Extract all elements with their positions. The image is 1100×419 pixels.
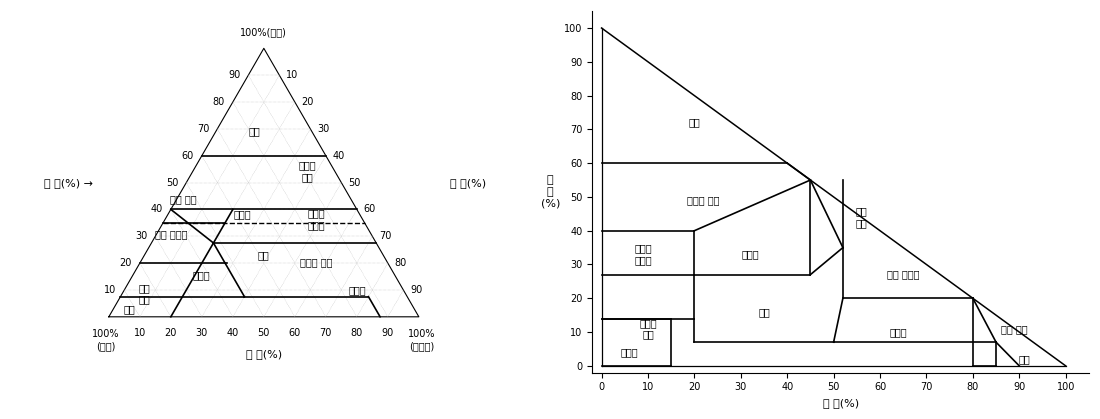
Text: 식양토: 식양토 xyxy=(233,210,251,220)
Text: 100%(식토): 100%(식토) xyxy=(241,28,287,37)
Text: 식양토: 식양토 xyxy=(741,249,759,259)
Text: 100%
(사토): 100% (사토) xyxy=(92,329,120,351)
Text: 60: 60 xyxy=(182,151,194,161)
Text: 사양토: 사양토 xyxy=(890,327,908,337)
Text: 미사질 양토: 미사질 양토 xyxy=(300,258,333,268)
Text: 40: 40 xyxy=(151,204,163,215)
Text: 미 사(%): 미 사(%) xyxy=(450,178,486,189)
Text: 30: 30 xyxy=(196,328,208,338)
Text: 10: 10 xyxy=(134,328,146,338)
Text: 60: 60 xyxy=(364,204,376,215)
Text: 30: 30 xyxy=(135,231,147,241)
Text: 양질
사토: 양질 사토 xyxy=(139,283,151,304)
Text: 70: 70 xyxy=(320,328,332,338)
Y-axis label: 점
토
(%): 점 토 (%) xyxy=(540,175,560,209)
Text: 사질 식토: 사질 식토 xyxy=(169,194,197,204)
Text: 식토: 식토 xyxy=(249,126,261,136)
Text: 90: 90 xyxy=(229,70,241,80)
Text: 사질 식양토: 사질 식양토 xyxy=(887,270,920,279)
Text: 미사질 식토: 미사질 식토 xyxy=(688,195,719,205)
Text: 사토: 사토 xyxy=(123,304,135,314)
Text: 모 래(%): 모 래(%) xyxy=(245,349,282,359)
Text: 80: 80 xyxy=(395,258,407,268)
Text: 50: 50 xyxy=(257,328,270,338)
Text: 50: 50 xyxy=(166,178,178,188)
Text: 식토: 식토 xyxy=(689,118,701,128)
Text: 20: 20 xyxy=(165,328,177,338)
Text: 10: 10 xyxy=(104,285,117,295)
Text: 미사질
식양토: 미사질 식양토 xyxy=(635,243,652,265)
Text: 20: 20 xyxy=(301,97,314,107)
Text: 40: 40 xyxy=(332,151,345,161)
Text: 양토: 양토 xyxy=(258,250,270,260)
Text: 70: 70 xyxy=(197,124,210,134)
Text: 90: 90 xyxy=(382,328,394,338)
Text: 50: 50 xyxy=(349,178,361,188)
Text: 40: 40 xyxy=(227,328,239,338)
Text: 양토: 양토 xyxy=(758,307,770,317)
Text: 30: 30 xyxy=(317,124,329,134)
Text: 100%
(미사토): 100% (미사토) xyxy=(408,329,436,351)
Text: 20: 20 xyxy=(120,258,132,268)
Text: 10: 10 xyxy=(286,70,298,80)
Text: 70: 70 xyxy=(379,231,392,241)
X-axis label: 모 래(%): 모 래(%) xyxy=(823,398,859,408)
Text: 80: 80 xyxy=(212,97,226,107)
Text: 미사질
양토: 미사질 양토 xyxy=(639,318,657,339)
Text: 미사토: 미사토 xyxy=(348,285,365,295)
Text: 사양토: 사양토 xyxy=(192,270,210,280)
Text: 미사토: 미사토 xyxy=(620,347,638,357)
Text: 90: 90 xyxy=(410,285,422,295)
Text: 미사질
식토: 미사질 식토 xyxy=(298,160,316,182)
Text: 사토: 사토 xyxy=(1018,354,1030,364)
Text: 60: 60 xyxy=(288,328,301,338)
Text: 양질 사토: 양질 사토 xyxy=(1001,324,1027,334)
Text: 80: 80 xyxy=(351,328,363,338)
Text: 사질
식토: 사질 식토 xyxy=(856,207,867,228)
Text: 미사질
식양토: 미사질 식양토 xyxy=(308,208,326,230)
Text: 사질 식양토: 사질 식양토 xyxy=(155,230,187,240)
Text: 점 토(%) →: 점 토(%) → xyxy=(44,178,94,189)
